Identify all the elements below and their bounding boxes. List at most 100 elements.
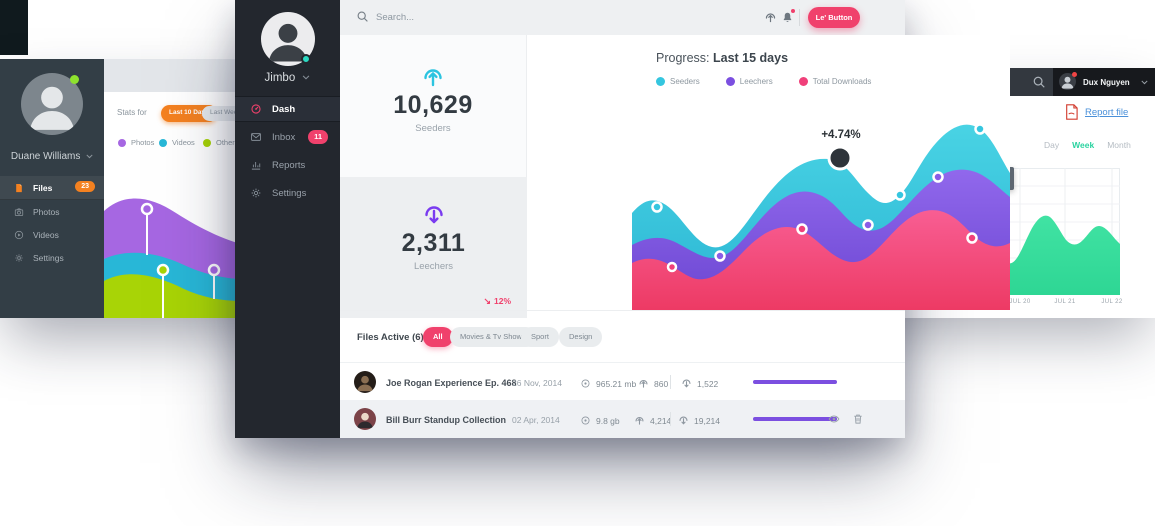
bell-icon [783, 12, 792, 22]
tab-month[interactable]: Month [1107, 140, 1131, 150]
report-file-link[interactable]: Report file [1065, 104, 1128, 120]
search-input[interactable] [376, 8, 596, 26]
tab-week[interactable]: Week [1072, 140, 1095, 150]
divider [670, 412, 671, 426]
sidebar-item-label: Inbox [272, 131, 296, 143]
range-tabs: Day Week Month [1044, 140, 1131, 150]
search-icon[interactable] [356, 10, 369, 23]
download-icon [424, 206, 443, 224]
file-name: Bill Burr Standup Collection [386, 415, 507, 425]
upload-icon [424, 69, 442, 87]
files-count-badge: 23 [75, 181, 95, 192]
le-button[interactable]: Le' Button [808, 7, 860, 28]
file-size: 965.21 mb [580, 378, 636, 389]
user-name: Jimbo [264, 72, 296, 84]
table-row[interactable]: Joe Rogan Experience Ep. 468 26 Nov, 201… [340, 362, 905, 400]
upload-icon [639, 380, 648, 388]
upload-icon [635, 417, 644, 425]
avatar [354, 408, 376, 430]
legend-dot-seeders [656, 77, 665, 86]
status-dot [301, 54, 311, 64]
x-axis-label: JUL 20 [1009, 299, 1031, 305]
play-icon [14, 230, 24, 240]
file-leechers: 19,214 [678, 415, 720, 426]
person-icon [357, 412, 373, 429]
sidebar-item-photos[interactable]: Photos [0, 201, 104, 223]
leechers-card: 2,311 Leechers ↘ 12% [340, 177, 527, 318]
file-icon [16, 183, 22, 192]
search-icon[interactable] [1032, 75, 1046, 89]
filter-sport[interactable]: Sport [521, 327, 559, 347]
legend-label: Seeders [670, 77, 700, 86]
gauge-icon [251, 104, 261, 114]
sidebar-item-label: Videos [33, 230, 59, 240]
file-seeders: 860 [638, 378, 668, 389]
legend-label: Total Downloads [812, 77, 872, 86]
legend-label: Videos [172, 138, 195, 147]
legend-dot-others [203, 138, 211, 147]
chevron-down-icon [303, 75, 310, 80]
sidebar-item-settings[interactable]: Settings [235, 180, 340, 206]
upload-icon[interactable] [764, 11, 777, 24]
user-menu[interactable]: Jimbo [235, 72, 340, 84]
legend-label: Photos [131, 138, 155, 147]
avatar [354, 371, 376, 393]
topbar: Le' Button [340, 0, 905, 35]
seeders-value: 10,629 [393, 91, 473, 119]
progress-legend: Seeders Leechers Total Downloads [656, 77, 871, 86]
notifications-button[interactable] [781, 8, 796, 24]
main-sidebar-menu: Dash Inbox 11 Reports Settings [235, 96, 340, 208]
divider [670, 375, 671, 389]
leechers-value: 2,311 [401, 229, 466, 257]
progress-bar [753, 380, 837, 384]
legend-dot-videos [159, 138, 167, 147]
trash-icon[interactable] [852, 413, 864, 425]
file-name: Joe Rogan Experience Ep. 468 [386, 378, 517, 388]
camera-icon [14, 208, 24, 216]
sidebar-item-dash[interactable]: Dash [235, 96, 340, 122]
pdf-icon [1066, 104, 1078, 120]
files-filter-bar: Files Active (6) All Movies & Tv Shows S… [340, 310, 905, 362]
progress-chart-card: Progress: Last 15 days Seeders Leechers … [632, 35, 1010, 310]
chevron-down-icon [86, 154, 93, 159]
table-row[interactable]: Bill Burr Standup Collection 02 Apr, 201… [340, 400, 905, 438]
person-icon [30, 86, 74, 130]
legend-label: Others [216, 138, 239, 147]
left-sidebar: Duane Williams Files 23 Photos Videos Se… [0, 59, 104, 318]
inbox-count-badge: 11 [308, 130, 328, 144]
sidebar-item-inbox[interactable]: Inbox 11 [235, 124, 340, 150]
sidebar-item-files[interactable]: Files 23 [0, 176, 104, 200]
user-name: Dux Nguyen [1083, 78, 1130, 87]
filter-all[interactable]: All [423, 327, 453, 347]
filter-design[interactable]: Design [559, 327, 603, 347]
user-menu[interactable]: Dux Nguyen [1053, 68, 1155, 96]
eye-icon[interactable] [828, 413, 840, 425]
sidebar-item-label: Reports [272, 159, 306, 171]
legend-dot-leechers [725, 77, 735, 86]
file-size: 9.8 gb [580, 415, 620, 426]
sidebar-item-reports[interactable]: Reports [235, 152, 340, 178]
x-axis-label: JUL 21 [1054, 299, 1076, 305]
bar-chart-icon [251, 162, 261, 170]
avatar [1059, 73, 1076, 90]
gear-icon [251, 188, 261, 198]
legend-label: Leechers [739, 77, 773, 86]
trend-down-icon: ↘ [483, 296, 491, 306]
tab-day[interactable]: Day [1044, 140, 1060, 150]
stats-for-label: Stats for [117, 108, 147, 117]
filter-movies-tv[interactable]: Movies & Tv Shows [450, 327, 536, 347]
file-leechers: 1,522 [681, 378, 718, 389]
main-content: Le' Button 10,629 Seeders 2,311 Leechers… [340, 0, 1010, 438]
status-dot [70, 75, 79, 84]
sidebar-item-settings[interactable]: Settings [0, 247, 104, 269]
avatar[interactable] [21, 73, 83, 135]
user-name: Duane Williams [10, 151, 81, 162]
files-title: Files Active (6) [357, 332, 424, 343]
sidebar-item-videos[interactable]: Videos [0, 224, 104, 246]
user-menu[interactable]: Duane Williams [0, 151, 104, 162]
sidebar-item-label: Files [33, 182, 53, 193]
x-axis-label: JUL 22 [1101, 299, 1123, 305]
leechers-delta: ↘ 12% [483, 296, 511, 306]
file-date: 26 Nov, 2014 [512, 378, 562, 388]
sidebar-item-label: Settings [272, 187, 307, 199]
